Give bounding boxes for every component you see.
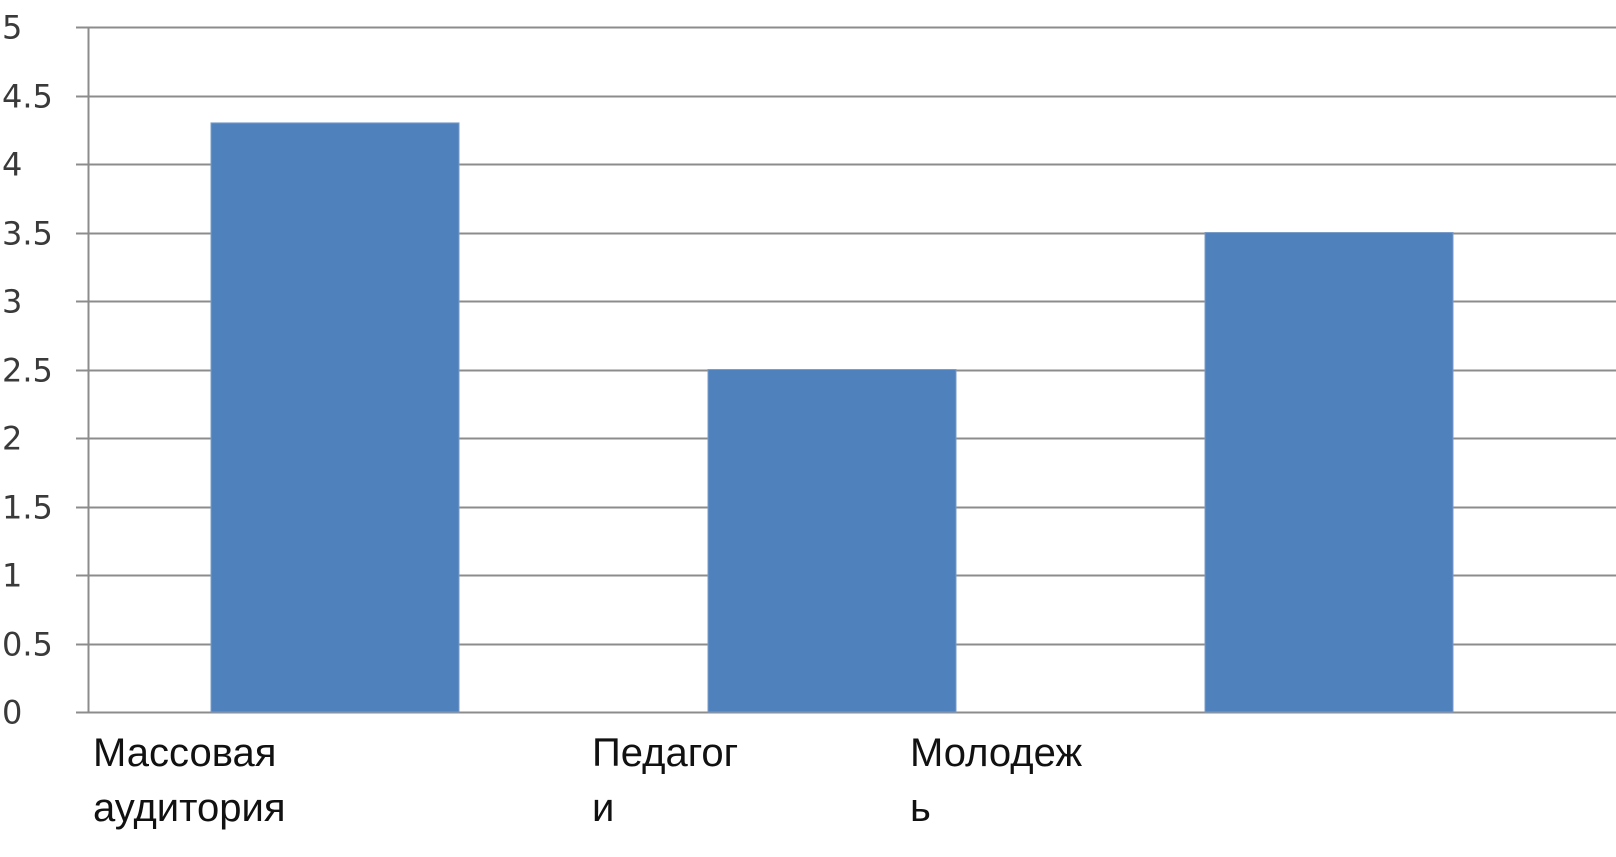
category-label: Педагог — [592, 731, 738, 775]
category-label: Массовая — [93, 731, 276, 775]
category-label: и — [592, 786, 614, 830]
category-label: аудитория — [93, 786, 286, 830]
y-tick-label: 1 — [2, 557, 22, 595]
y-tick-label: 5 — [2, 9, 22, 47]
bar — [1204, 232, 1454, 713]
y-tick-label: 4 — [2, 146, 22, 184]
y-tick-label: 2.5 — [2, 352, 53, 390]
y-tick-label: 0 — [2, 694, 22, 732]
y-tick-label: 3 — [2, 283, 22, 321]
y-tick-labels: 0 0.5 1 1.5 2 2.5 3 3.5 4 4.5 5 — [2, 9, 53, 732]
y-tick-label: 1.5 — [2, 489, 53, 527]
category-label: Молодеж — [910, 731, 1082, 775]
bar — [707, 369, 957, 713]
bars — [210, 122, 1454, 713]
y-tick-label: 4.5 — [2, 78, 53, 116]
bar — [210, 122, 460, 713]
category-labels: Массовая аудитория Педагог и Молодеж ь — [93, 731, 1082, 830]
y-tick-label: 2 — [2, 420, 22, 458]
y-tick-label: 3.5 — [2, 215, 53, 253]
y-tick-label: 0.5 — [2, 626, 53, 664]
category-label: ь — [910, 786, 931, 830]
